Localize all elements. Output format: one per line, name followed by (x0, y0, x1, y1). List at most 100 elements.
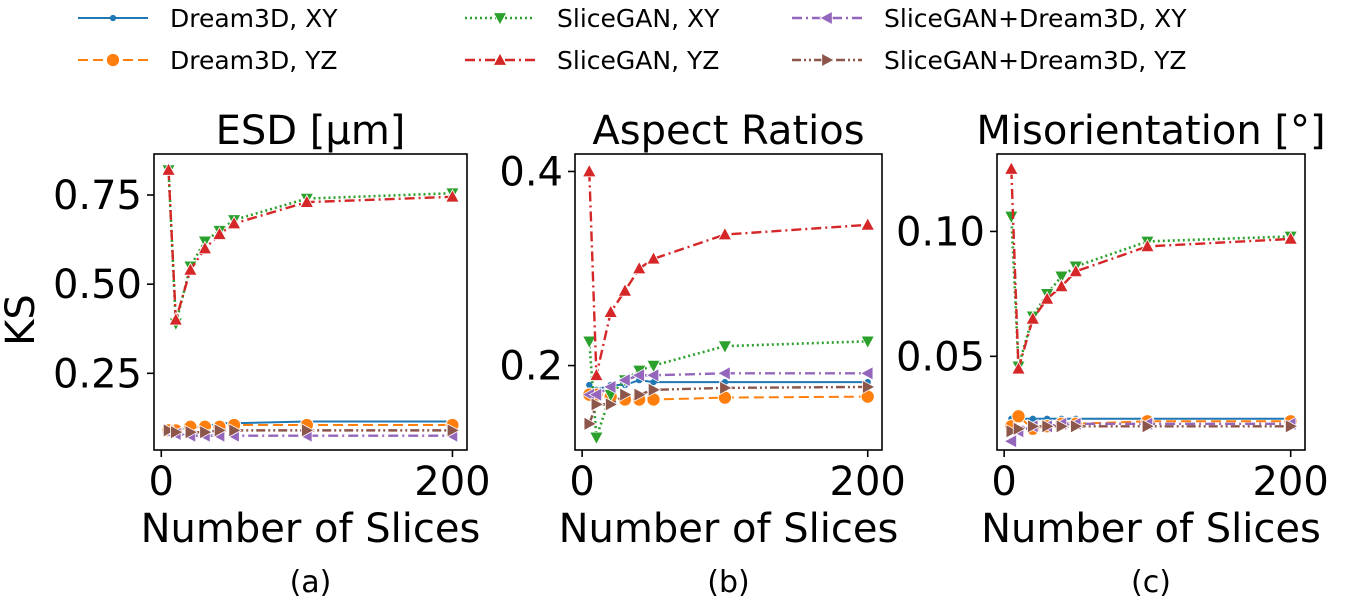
chart-title: Misorientation [°] (976, 108, 1325, 154)
y-tick-label: 0.75 (53, 173, 142, 219)
series-slicegan-xy (1004, 210, 1298, 375)
series-line (588, 171, 868, 376)
axes-frame (996, 153, 1306, 451)
data-point (1141, 418, 1156, 434)
legend-marker-slicegan-xy (492, 12, 508, 26)
legend-marker-slicegan-dream3d-yz (821, 52, 835, 68)
y-tick-label: 0.10 (896, 209, 985, 255)
data-point (161, 162, 176, 176)
series-slicegan-yz (161, 162, 460, 326)
data-point (862, 379, 876, 395)
data-point (589, 367, 604, 381)
legend-marker-dream3d-yz (105, 52, 121, 68)
x-tick-label: 0 (569, 459, 594, 505)
data-point (1283, 231, 1298, 245)
data-point (1068, 263, 1084, 278)
data-point (859, 366, 874, 381)
data-point (602, 379, 617, 395)
data-point (583, 416, 598, 432)
series-line (1010, 216, 1291, 367)
data-point (301, 423, 315, 438)
data-point (1055, 418, 1070, 434)
data-point (717, 226, 733, 241)
x-axis-label: Number of Slices (559, 506, 899, 552)
legend: Dream3D, XY Dream3D, YZ SliceGAN, XY SliceG… (78, 4, 1187, 75)
series-slicegan-yz (1004, 161, 1298, 375)
data-point (589, 431, 604, 446)
data-point (170, 424, 184, 440)
data-point (1285, 418, 1299, 434)
data-point (1041, 418, 1055, 434)
data-point (183, 262, 198, 276)
series-slicegan-dream3d-yz (162, 423, 461, 440)
data-point (619, 387, 633, 403)
data-point (197, 240, 213, 255)
legend-marker-slicegan-dream3d-xy (819, 10, 833, 26)
y-tick-label: 0.4 (499, 149, 563, 195)
axes-frame (153, 153, 468, 451)
data-point (860, 335, 876, 350)
data-point (1004, 210, 1019, 225)
x-tick-label: 200 (830, 459, 906, 505)
x-tick-label: 200 (414, 459, 490, 505)
series-slicegan-yz (581, 163, 876, 381)
data-point (1025, 311, 1041, 325)
data-point (1070, 418, 1084, 434)
data-point (617, 283, 633, 297)
data-point (299, 194, 315, 208)
x-axis-label: Number of Slices (141, 506, 481, 552)
series-slicegan-dream3d-yz (1005, 418, 1299, 439)
data-point (162, 423, 177, 438)
y-axis-label: KS (0, 294, 44, 346)
data-point (645, 367, 660, 383)
data-point (226, 215, 242, 230)
axes-frame (574, 153, 883, 451)
legend-label: Dream3D, YZ (170, 46, 337, 75)
legend-marker-dream3d-xy (109, 14, 117, 22)
y-tick-label: 0.25 (53, 351, 142, 397)
data-point (617, 372, 631, 388)
data-point (631, 367, 645, 383)
data-point (646, 359, 661, 374)
data-point (633, 387, 648, 403)
legend-label: SliceGAN+Dream3D, YZ (884, 46, 1187, 75)
y-tick-label: 0.2 (499, 344, 563, 390)
data-point (581, 163, 597, 178)
series-slicegan-xy (581, 335, 876, 446)
data-point (631, 260, 647, 275)
x-axis-label: Number of Slices (981, 506, 1321, 552)
data-point (603, 304, 619, 318)
data-point (1004, 161, 1019, 175)
data-point (1054, 278, 1069, 293)
legend-entry-slicegan-dream3d-yz: SliceGAN+Dream3D, YZ (792, 46, 1187, 75)
data-point (717, 340, 733, 354)
legend-entry-slicegan-yz: SliceGAN, YZ (465, 46, 719, 75)
series-line (1010, 168, 1291, 370)
x-tick-label: 0 (149, 459, 174, 505)
data-point (1027, 418, 1041, 434)
data-point (1029, 415, 1036, 422)
legend-label: SliceGAN+Dream3D, XY (884, 4, 1187, 33)
series-slicegan-dream3d-xy (581, 366, 874, 403)
data-point (581, 335, 597, 350)
data-point (650, 378, 657, 386)
panel-caption: (b) (707, 565, 749, 600)
data-point (168, 311, 184, 326)
data-point (445, 188, 460, 203)
data-point (719, 380, 733, 396)
panel-caption: (c) (1131, 565, 1171, 600)
data-point (212, 226, 227, 240)
data-point (860, 217, 876, 231)
x-tick-label: 0 (991, 459, 1016, 505)
series-slicegan-dream3d-yz (583, 379, 876, 432)
chart-title: ESD [μm] (216, 108, 406, 154)
legend-label: SliceGAN, YZ (557, 46, 719, 75)
legend-entry-dream3d-yz: Dream3D, YZ (78, 46, 337, 75)
data-point (590, 397, 605, 412)
data-point (646, 250, 661, 265)
